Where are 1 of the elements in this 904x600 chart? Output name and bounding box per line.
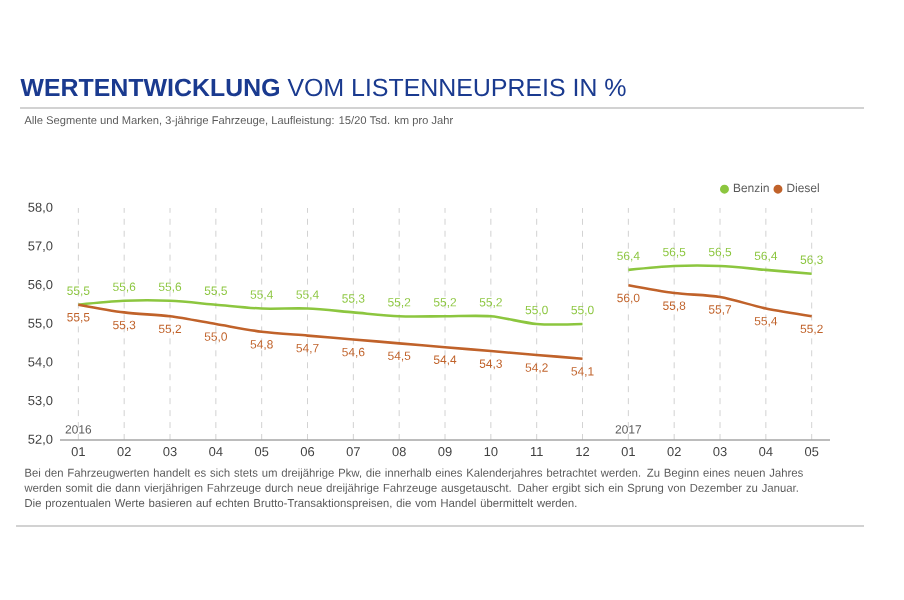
chart-title: WERTENTWICKLUNG VOM LISTENNEUPREIS IN %	[20, 78, 626, 97]
